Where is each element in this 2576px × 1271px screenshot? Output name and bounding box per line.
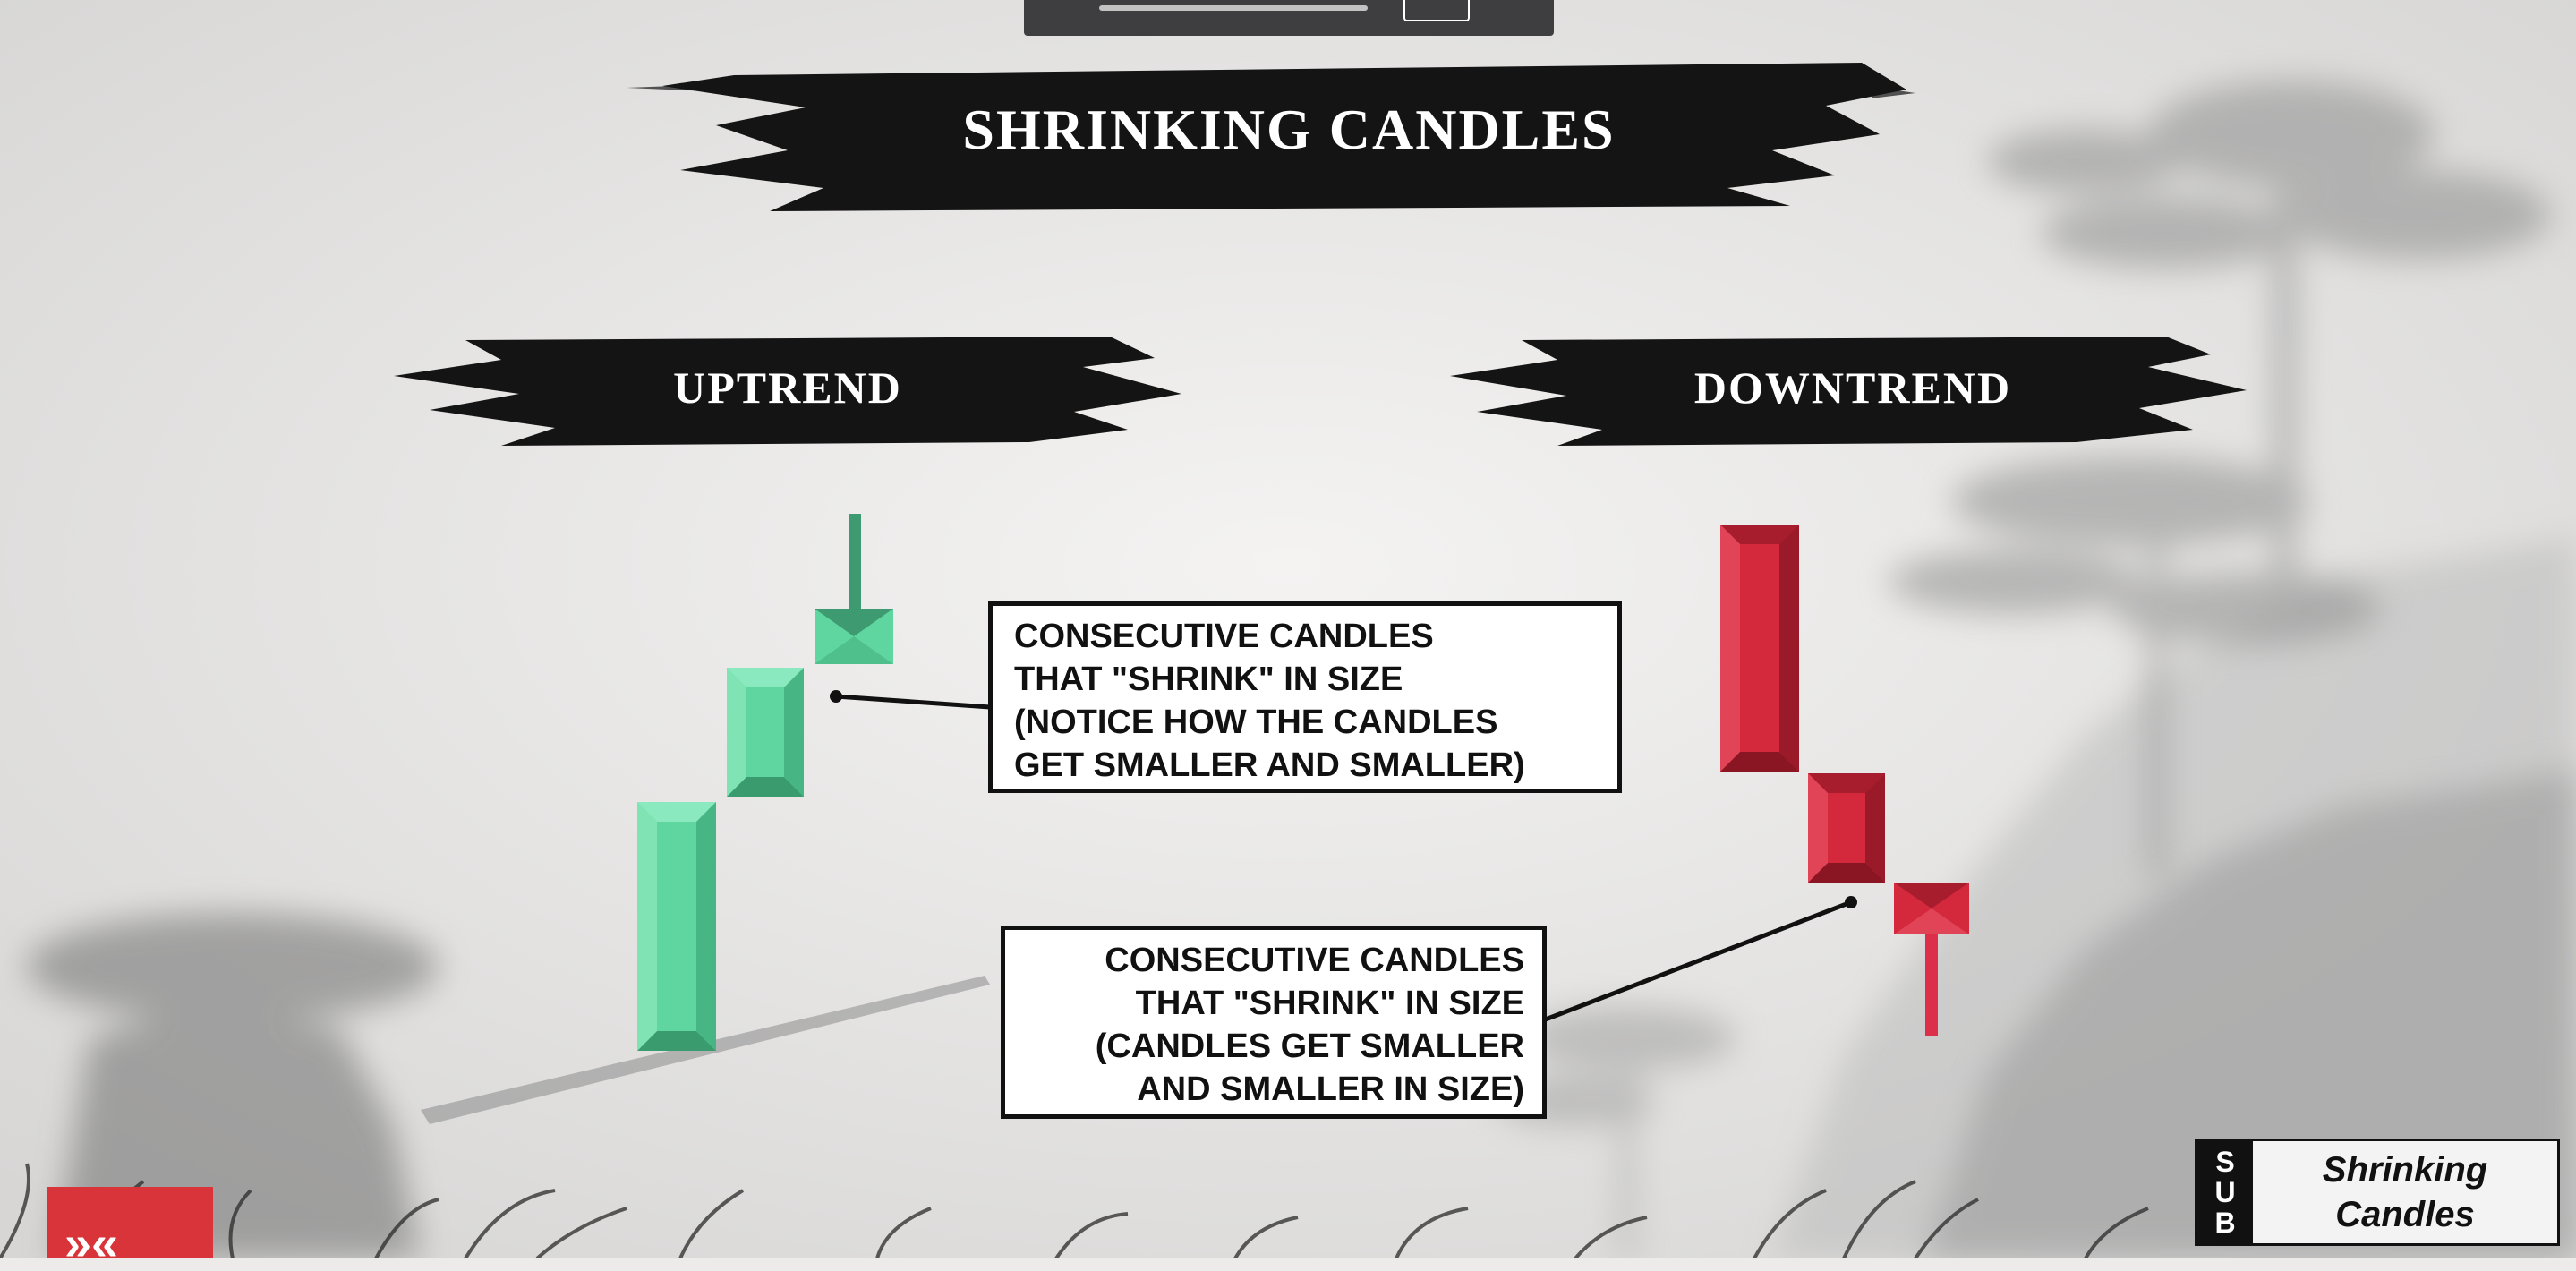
title-banner — [627, 63, 1915, 211]
callout-downtrend: CONSECUTIVE CANDLES THAT "SHRINK" IN SIZ… — [1001, 926, 1547, 1119]
candle-up-2 — [727, 668, 804, 797]
badge-title-line-1: Shrinking — [2322, 1150, 2488, 1190]
uptrend-candles — [637, 514, 893, 1051]
badge-title-line-2: Candles — [2335, 1195, 2475, 1234]
callout-uptrend-line-3: (NOTICE HOW THE CANDLES — [1014, 704, 1498, 741]
callout-leader-down — [1542, 896, 1857, 1023]
callout-uptrend-line-1: CONSECUTIVE CANDLES — [1014, 618, 1434, 655]
downtrend-candles — [1720, 525, 1969, 1036]
sub-badge: S U B Shrinking Candles — [2195, 1139, 2560, 1246]
callout-downtrend-line-1: CONSECUTIVE CANDLES — [1105, 942, 1524, 979]
candle-down-1 — [1720, 525, 1799, 772]
page-title: SHRINKING CANDLES — [962, 98, 1616, 161]
downtrend-heading: DOWNTREND — [1693, 363, 2012, 413]
callout-uptrend-line-4: GET SMALLER AND SMALLER) — [1014, 746, 1525, 784]
sub-letter-b: B — [2214, 1207, 2236, 1239]
overlay-blurred-text — [1099, 5, 1368, 11]
callout-leader-up — [830, 690, 991, 710]
callout-uptrend: CONSECUTIVE CANDLES THAT "SHRINK" IN SIZ… — [988, 601, 1622, 793]
candle-up-3 — [815, 514, 893, 664]
overlay-button[interactable] — [1403, 0, 1470, 21]
callout-downtrend-line-4: AND SMALLER IN SIZE) — [1137, 1071, 1524, 1108]
sub-letter-u: U — [2214, 1176, 2236, 1208]
uptrend-banner — [394, 337, 1181, 446]
callout-downtrend-line-3: (CANDLES GET SMALLER — [1095, 1028, 1524, 1065]
candle-down-2 — [1808, 773, 1885, 883]
corner-logo-icon: »« — [47, 1187, 213, 1270]
badge-title: Shrinking Candles — [2253, 1141, 2557, 1243]
sub-letter-s: S — [2215, 1146, 2235, 1178]
candle-up-1 — [637, 802, 716, 1051]
callout-uptrend-line-2: THAT "SHRINK" IN SIZE — [1014, 661, 1403, 698]
downtrend-banner — [1450, 337, 2247, 446]
callout-downtrend-line-2: THAT "SHRINK" IN SIZE — [1135, 985, 1524, 1022]
top-overlay-bar — [1024, 0, 1554, 36]
sub-badge-icon: S U B — [2197, 1141, 2253, 1243]
candle-down-3 — [1894, 883, 1969, 1036]
uptrend-heading: UPTREND — [673, 363, 902, 413]
